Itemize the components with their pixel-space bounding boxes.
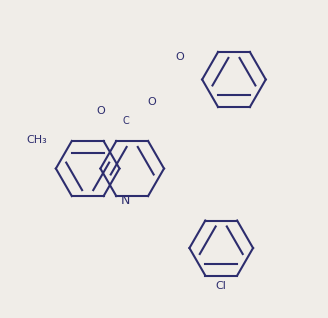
Text: O: O: [147, 97, 156, 107]
Text: CH₃: CH₃: [27, 135, 47, 145]
Text: N: N: [121, 194, 131, 207]
Text: Cl: Cl: [216, 281, 227, 291]
Text: O: O: [96, 106, 105, 116]
Text: C: C: [122, 116, 129, 126]
Text: O: O: [175, 52, 184, 62]
